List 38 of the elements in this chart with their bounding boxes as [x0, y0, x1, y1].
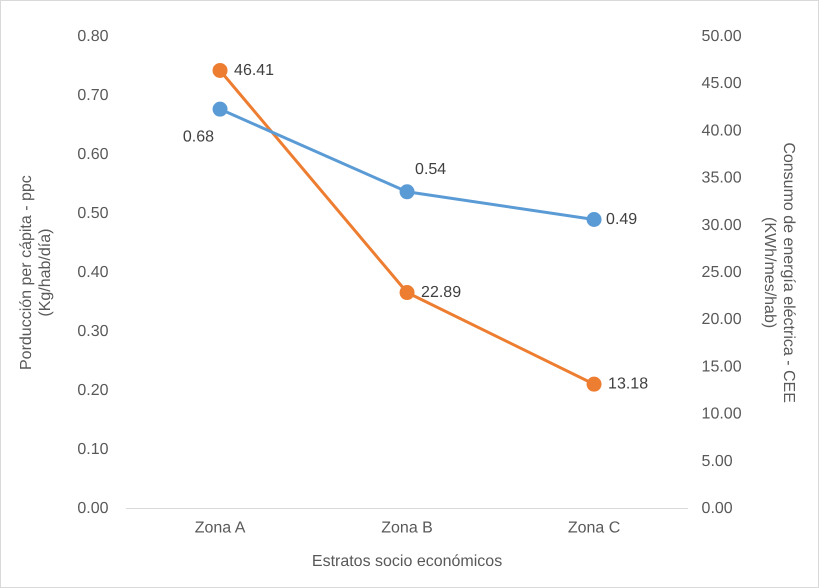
- point: [400, 285, 415, 300]
- point: [586, 376, 602, 392]
- y2-tick-label: 25.00: [702, 264, 742, 282]
- y-tick-label: 0.80: [77, 28, 109, 46]
- y2-axis-title: Consumo de energía eléctrica - CEE (KWh/mes/hab): [760, 142, 797, 403]
- y2-tick-label: 20.00: [702, 311, 742, 328]
- point: [212, 102, 228, 117]
- data-label: 46.41: [234, 62, 274, 79]
- x-tick-label: Zona C: [568, 520, 620, 537]
- y-tick-label: 0.60: [77, 146, 109, 164]
- y-axis-title: Porducción per cápita - ppc (Kg/hab/día): [18, 175, 54, 370]
- data-label: 0.54: [415, 161, 446, 178]
- x-tick-label: Zona B: [381, 520, 433, 537]
- y2-tick-label: 45.00: [702, 75, 742, 92]
- y2-tick-label: 0.00: [702, 500, 733, 518]
- y-tick-label: 0.40: [77, 264, 109, 282]
- point: [212, 62, 228, 78]
- point: [586, 212, 602, 227]
- data-label: 0.49: [606, 210, 638, 228]
- y2-tick-label: 35.00: [702, 170, 742, 187]
- y2-tick-label: 15.00: [702, 358, 742, 376]
- y2-tick-label: 30.00: [702, 216, 742, 234]
- y2-tick-label: 5.00: [702, 452, 733, 470]
- x-axis-title: Estratos socio económicos: [312, 552, 502, 570]
- y2-tick-label: 10.00: [702, 406, 742, 423]
- point: [400, 184, 415, 200]
- y-tick-label: 0.20: [77, 382, 109, 400]
- y2-tick-label: 40.00: [702, 122, 742, 140]
- x-tick-label: Zona A: [194, 520, 246, 537]
- y-tick-label: 0.10: [77, 441, 109, 458]
- y-tick-label: 0.70: [77, 87, 109, 104]
- data-label: 22.89: [421, 284, 462, 301]
- data-label: 0.68: [182, 128, 214, 146]
- y-tick-label: 0.00: [77, 500, 109, 518]
- data-label: 13.18: [608, 376, 648, 393]
- y-tick-label: 0.50: [77, 205, 109, 222]
- y2-tick-label: 50.00: [702, 28, 742, 46]
- y-tick-label: 0.30: [77, 323, 109, 340]
